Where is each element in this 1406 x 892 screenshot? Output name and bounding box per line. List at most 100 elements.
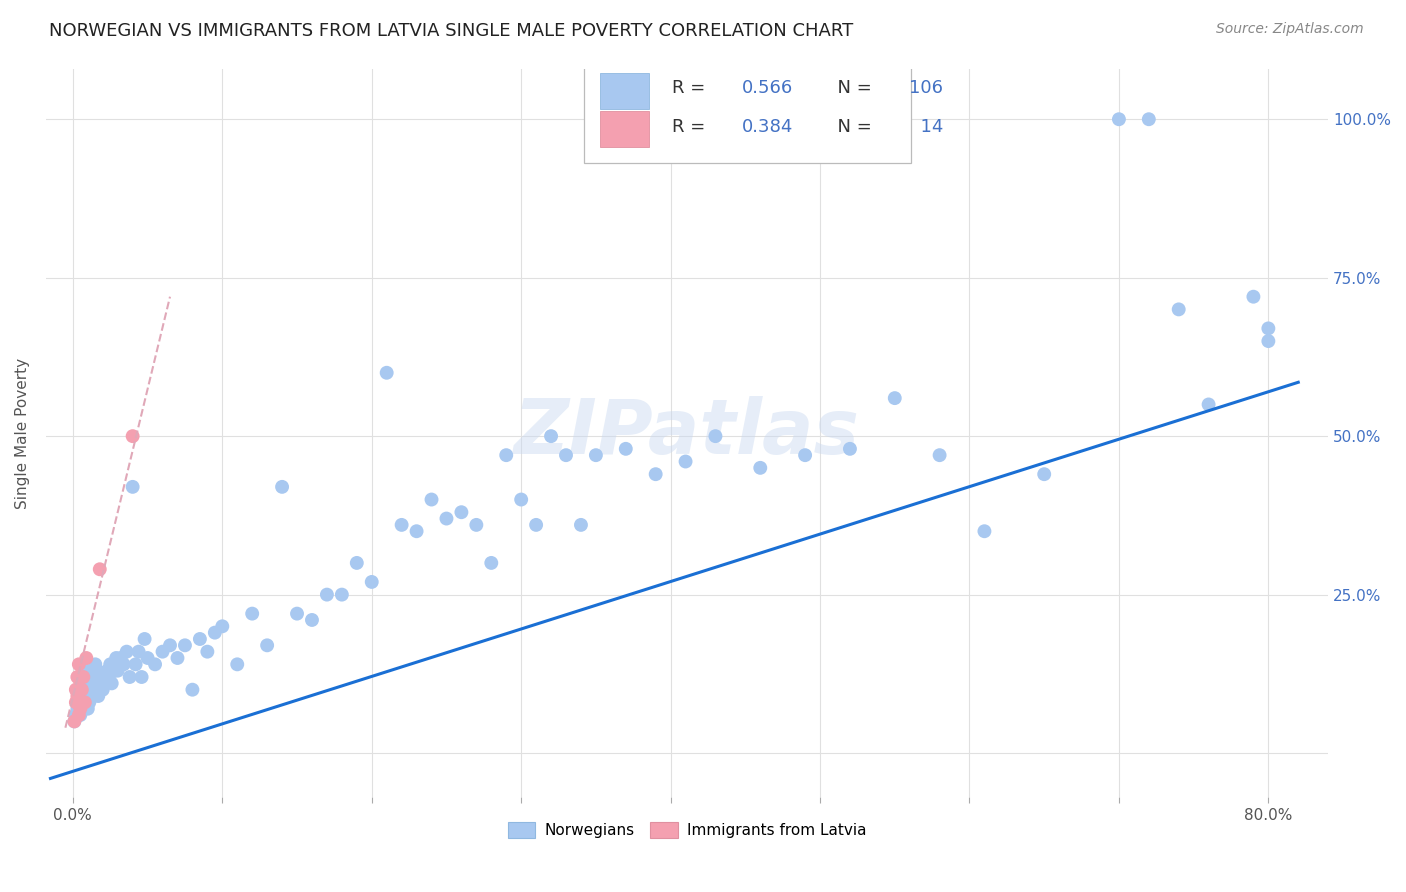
Point: [973, 524, 995, 539]
Point: [166, 651, 188, 665]
Point: [65, 682, 87, 697]
Point: [94, 676, 117, 690]
Text: Source: ZipAtlas.com: Source: ZipAtlas.com: [1216, 22, 1364, 37]
Point: [72, 695, 94, 709]
Point: [1198, 397, 1220, 411]
Text: R =: R =: [672, 79, 710, 97]
Point: [66, 702, 89, 716]
Point: [569, 517, 592, 532]
Point: [75, 664, 97, 678]
Text: NORWEGIAN VS IMMIGRANTS FROM LATVIA SINGLE MALE POVERTY CORRELATION CHART: NORWEGIAN VS IMMIGRANTS FROM LATVIA SING…: [49, 22, 853, 40]
Point: [107, 664, 129, 678]
Point: [86, 682, 108, 697]
Point: [73, 695, 96, 709]
Point: [391, 517, 413, 532]
Point: [67, 708, 90, 723]
Point: [91, 682, 114, 697]
Point: [80, 670, 103, 684]
Point: [124, 657, 146, 672]
Point: [1257, 321, 1279, 335]
Point: [644, 467, 666, 482]
Point: [585, 448, 607, 462]
Point: [87, 689, 110, 703]
Point: [69, 702, 91, 716]
Text: R =: R =: [672, 118, 710, 136]
Point: [72, 676, 94, 690]
Point: [204, 625, 226, 640]
Point: [72, 670, 94, 684]
Point: [436, 511, 458, 525]
Point: [174, 638, 197, 652]
Point: [90, 670, 112, 684]
Point: [524, 517, 547, 532]
FancyBboxPatch shape: [585, 65, 911, 163]
Text: ZIPatlas: ZIPatlas: [515, 396, 860, 470]
Point: [540, 429, 562, 443]
Point: [70, 702, 93, 716]
Point: [84, 657, 107, 672]
Point: [98, 657, 121, 672]
Text: N =: N =: [825, 79, 877, 97]
Point: [346, 556, 368, 570]
Point: [360, 574, 382, 589]
Point: [211, 619, 233, 633]
Point: [131, 670, 153, 684]
Point: [80, 689, 103, 703]
Point: [134, 632, 156, 646]
Point: [928, 448, 950, 462]
Point: [375, 366, 398, 380]
Point: [79, 695, 101, 709]
Point: [67, 695, 90, 709]
Point: [105, 651, 128, 665]
Point: [330, 588, 353, 602]
Point: [100, 676, 122, 690]
Point: [1167, 302, 1189, 317]
Point: [143, 657, 166, 672]
Point: [73, 689, 96, 703]
FancyBboxPatch shape: [600, 72, 648, 109]
Point: [749, 460, 772, 475]
Point: [96, 664, 118, 678]
Point: [63, 714, 86, 729]
Point: [256, 638, 278, 652]
Point: [84, 682, 107, 697]
Point: [104, 664, 127, 678]
Point: [195, 645, 218, 659]
Point: [555, 448, 578, 462]
Text: 14: 14: [908, 118, 943, 136]
Point: [495, 448, 517, 462]
Point: [63, 714, 86, 729]
Point: [794, 448, 817, 462]
Point: [79, 676, 101, 690]
Point: [152, 645, 174, 659]
Point: [1241, 290, 1264, 304]
Text: 0.566: 0.566: [742, 79, 793, 97]
Point: [112, 657, 135, 672]
Point: [136, 651, 159, 665]
Point: [115, 645, 138, 659]
Point: [67, 657, 90, 672]
Point: [69, 689, 91, 703]
Point: [450, 505, 472, 519]
FancyBboxPatch shape: [600, 112, 648, 147]
Point: [121, 480, 143, 494]
Point: [65, 695, 87, 709]
Point: [75, 695, 97, 709]
Point: [159, 638, 181, 652]
Point: [76, 670, 98, 684]
Point: [87, 670, 110, 684]
Legend: Norwegians, Immigrants from Latvia: Norwegians, Immigrants from Latvia: [502, 815, 872, 845]
Point: [118, 670, 141, 684]
Point: [66, 670, 89, 684]
Point: [316, 588, 339, 602]
Point: [704, 429, 727, 443]
Point: [675, 454, 697, 468]
Point: [89, 676, 111, 690]
Point: [89, 562, 111, 576]
Point: [66, 689, 89, 703]
Point: [110, 651, 132, 665]
Point: [93, 670, 115, 684]
Point: [128, 645, 150, 659]
Point: [405, 524, 427, 539]
Text: 106: 106: [908, 79, 943, 97]
